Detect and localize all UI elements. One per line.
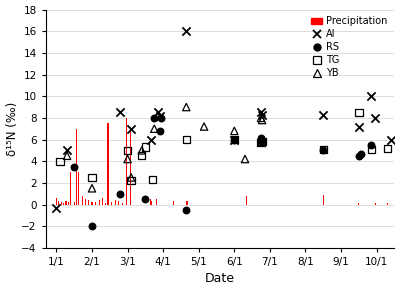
Bar xyxy=(98,200,100,205)
Point xyxy=(64,153,70,158)
Point xyxy=(128,178,134,183)
Point xyxy=(128,126,134,131)
Point xyxy=(358,151,364,156)
Point xyxy=(231,129,238,133)
Point xyxy=(124,157,131,162)
Point xyxy=(158,116,164,120)
Bar xyxy=(63,203,64,205)
Bar xyxy=(76,129,77,205)
Bar xyxy=(358,203,359,205)
Y-axis label: δ¹⁵N (‰): δ¹⁵N (‰) xyxy=(6,102,18,156)
Point xyxy=(156,129,163,133)
Point xyxy=(372,116,378,120)
Point xyxy=(151,116,158,120)
Point xyxy=(259,112,265,117)
Bar xyxy=(95,202,96,205)
Bar xyxy=(118,201,119,205)
Point xyxy=(89,186,95,191)
Bar xyxy=(111,202,112,205)
Bar xyxy=(56,198,57,205)
Bar xyxy=(60,202,62,205)
Point xyxy=(201,124,207,129)
Bar xyxy=(122,203,123,205)
Point xyxy=(156,113,163,118)
Point xyxy=(183,207,190,212)
Point xyxy=(139,148,145,153)
Point xyxy=(259,118,265,123)
Point xyxy=(242,157,248,162)
Point xyxy=(149,177,156,182)
Point xyxy=(259,139,265,144)
Point xyxy=(142,197,148,201)
Point xyxy=(183,137,190,142)
Point xyxy=(148,137,154,142)
Point xyxy=(258,136,264,141)
Bar xyxy=(187,201,188,205)
Point xyxy=(53,205,60,210)
Point xyxy=(231,137,238,142)
Point xyxy=(356,153,362,158)
Point xyxy=(151,126,158,131)
Bar xyxy=(88,200,89,205)
Point xyxy=(139,153,145,158)
Point xyxy=(183,29,190,33)
Point xyxy=(384,146,390,150)
Point xyxy=(388,137,394,142)
Point xyxy=(368,94,374,99)
Legend: Precipitation, AI, RS, TG, YB: Precipitation, AI, RS, TG, YB xyxy=(309,15,390,80)
Point xyxy=(259,139,265,144)
Point xyxy=(231,137,238,142)
Point xyxy=(57,159,63,164)
Point xyxy=(117,191,124,196)
Bar xyxy=(246,196,247,205)
Bar xyxy=(375,203,376,205)
Point xyxy=(356,124,362,129)
Point xyxy=(64,148,70,153)
Bar xyxy=(126,118,127,205)
Point xyxy=(71,164,78,169)
Bar xyxy=(173,201,174,205)
Point xyxy=(356,110,362,115)
Point xyxy=(231,137,238,142)
Bar xyxy=(114,200,116,205)
Point xyxy=(89,224,95,228)
Point xyxy=(320,112,326,117)
Bar xyxy=(387,203,388,205)
Bar xyxy=(78,172,79,205)
Point xyxy=(89,175,95,180)
X-axis label: Date: Date xyxy=(205,272,235,285)
Point xyxy=(124,148,131,153)
Bar xyxy=(68,202,69,205)
Point xyxy=(155,110,161,115)
Bar xyxy=(150,199,151,205)
Point xyxy=(142,145,148,150)
Point xyxy=(368,143,374,147)
Bar xyxy=(105,203,106,205)
Point xyxy=(258,141,264,145)
Bar xyxy=(74,202,75,205)
Point xyxy=(368,147,374,152)
Point xyxy=(258,116,264,120)
Point xyxy=(320,148,326,153)
Point xyxy=(117,110,124,115)
Bar xyxy=(70,172,71,205)
Point xyxy=(183,105,190,109)
Point xyxy=(258,110,264,115)
Bar xyxy=(323,195,324,205)
Bar xyxy=(58,201,60,205)
Bar xyxy=(186,201,187,205)
Bar xyxy=(151,201,152,205)
Bar xyxy=(102,198,103,205)
Point xyxy=(320,147,326,152)
Point xyxy=(128,175,134,180)
Bar xyxy=(130,127,131,205)
Bar xyxy=(82,196,83,205)
